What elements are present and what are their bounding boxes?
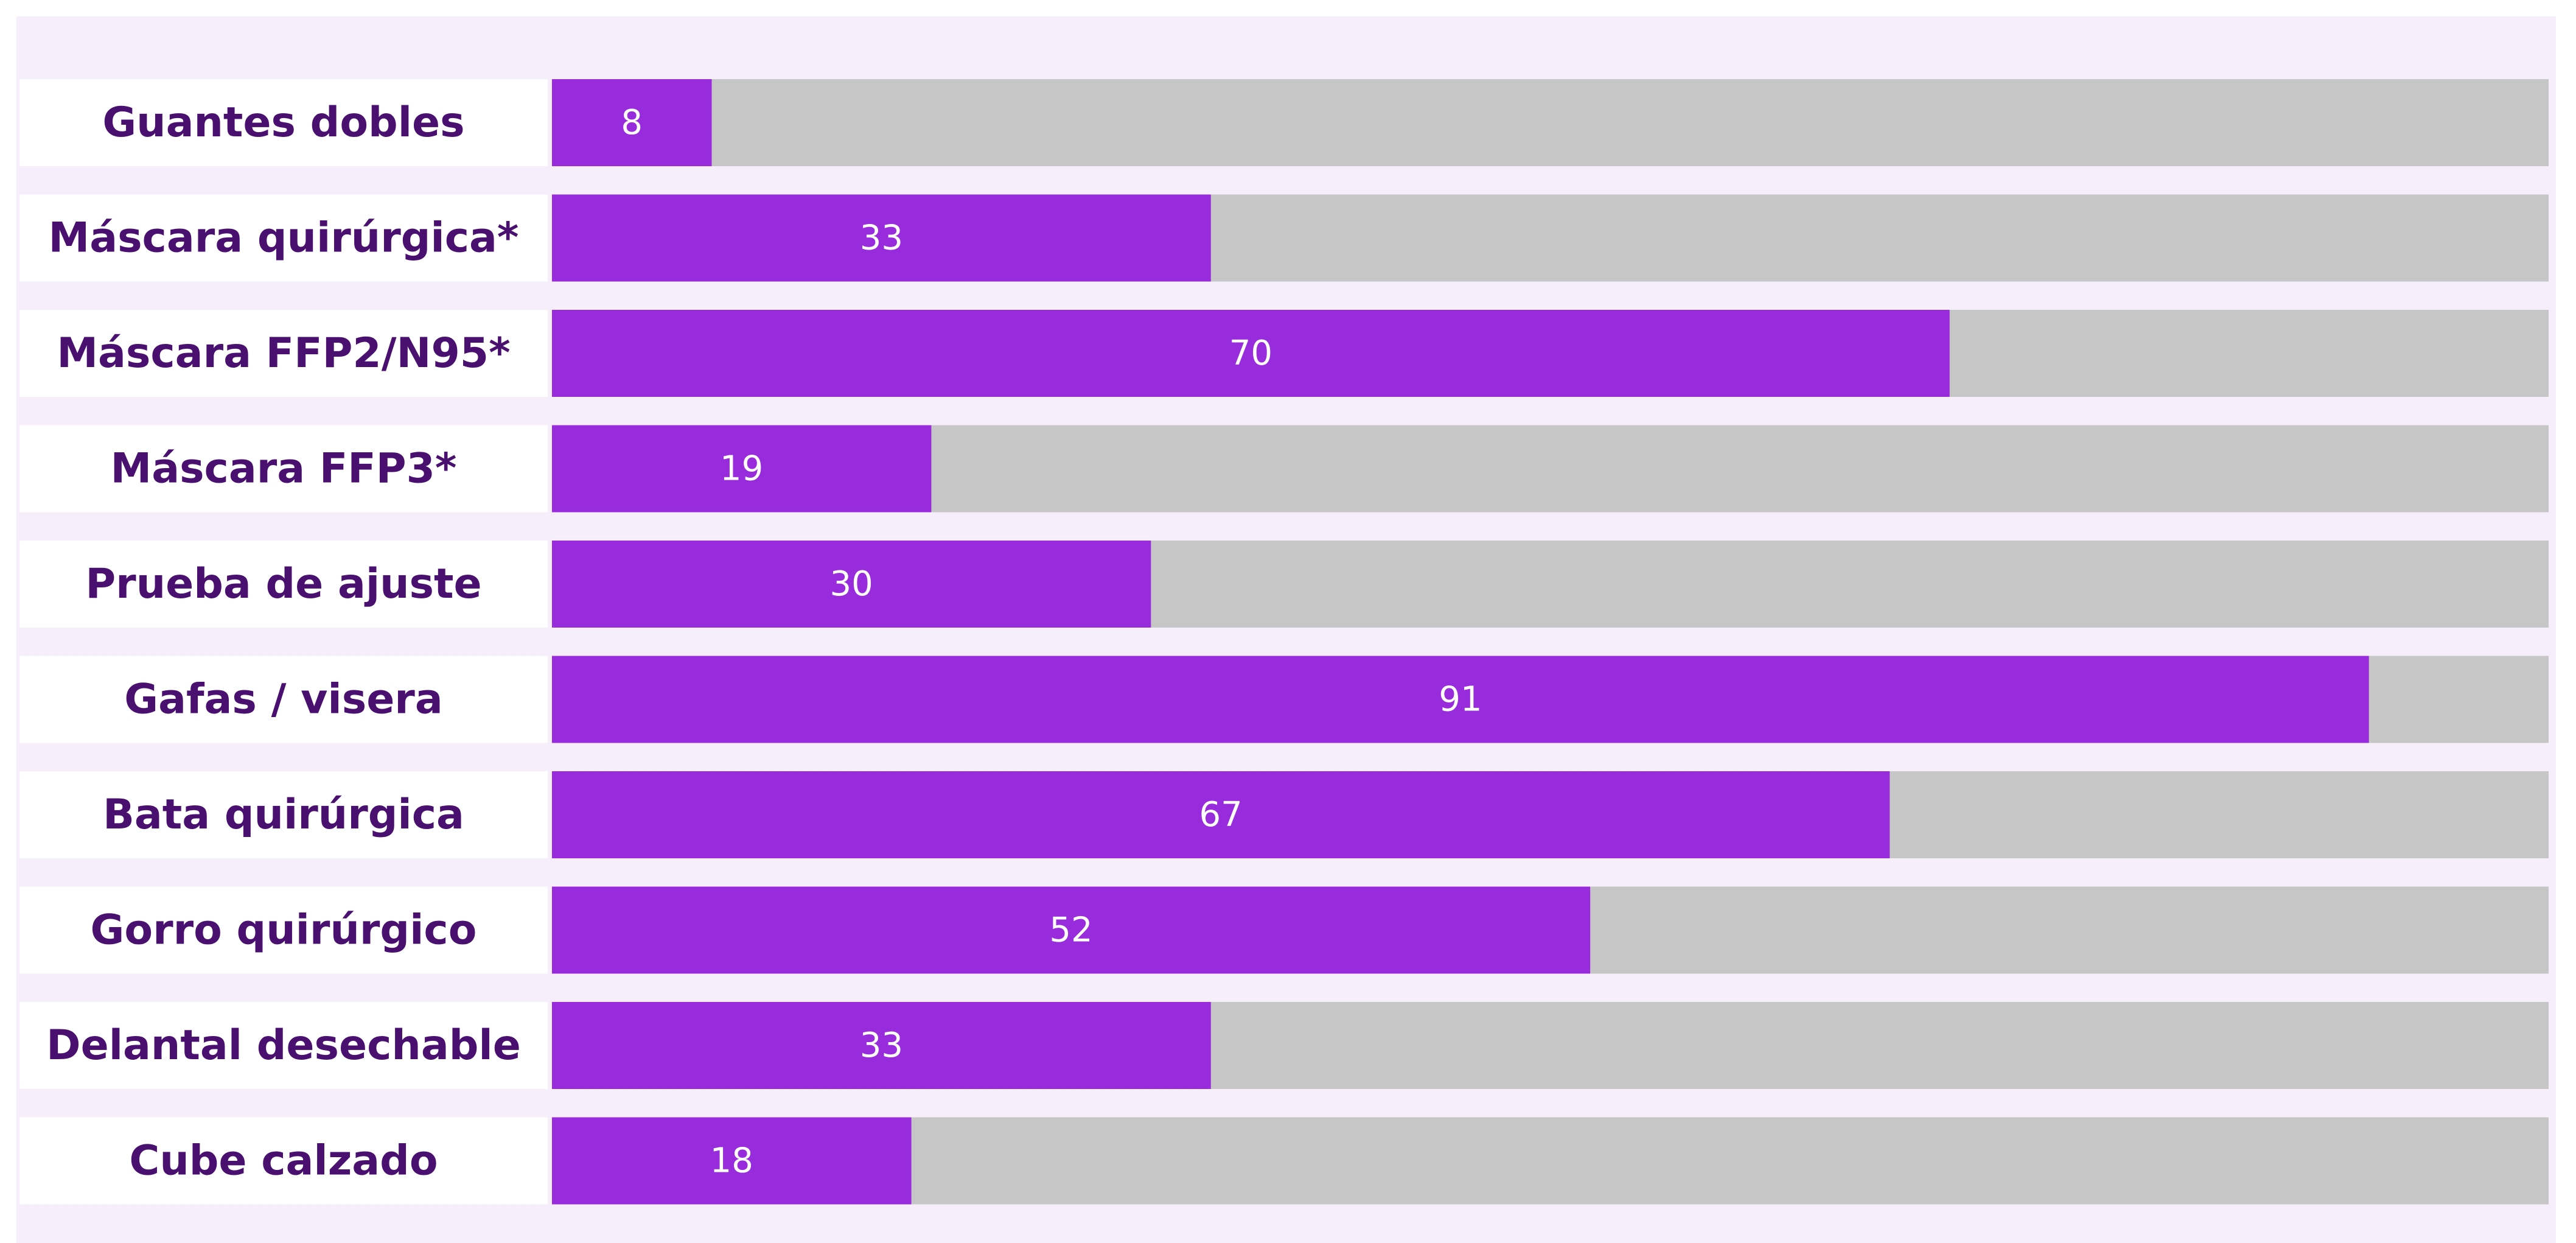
row-label-cell: [19, 1002, 548, 1089]
bar-value-label: 19: [720, 449, 763, 489]
category-label: Bata quirúrgica: [103, 791, 464, 839]
bar: [552, 194, 1211, 282]
category-label: Máscara FFP2/N95*: [57, 329, 510, 377]
bar-track: [552, 79, 2549, 166]
category-label: Gorro quirúrgico: [91, 906, 477, 954]
row-label-cell: [19, 425, 548, 513]
category-label: Máscara quirúrgica*: [49, 214, 519, 262]
row-label-cell: [19, 194, 548, 282]
bar: [552, 1117, 912, 1205]
bar: [552, 541, 1151, 628]
row-label-cell: [19, 1117, 548, 1205]
bar-value-label: 8: [621, 103, 643, 142]
bar: [552, 886, 1591, 974]
bar: [552, 656, 2369, 743]
bar-value-label: 70: [1229, 334, 1272, 373]
row-label-cell: [19, 310, 548, 397]
row-label-cell: [19, 771, 548, 858]
category-label: Delantal desechable: [46, 1021, 521, 1070]
bar-value-label: 52: [1049, 911, 1092, 950]
bar: [552, 1002, 1211, 1089]
bar-value-label: 91: [1439, 680, 1482, 720]
bar-value-label: 33: [860, 1026, 903, 1065]
bar-value-label: 30: [830, 564, 873, 604]
bar-value-label: 18: [710, 1141, 753, 1181]
row-label-cell: [19, 541, 548, 628]
category-label: Gafas / visera: [124, 676, 442, 724]
row-label-cell: [19, 886, 548, 974]
bar: [552, 310, 1950, 397]
category-label: Máscara FFP3*: [111, 445, 457, 493]
row-label-cell: [19, 656, 548, 743]
bar: [552, 79, 712, 166]
category-label: Cube calzado: [129, 1137, 438, 1185]
bar: [552, 425, 932, 513]
bar-value-label: 67: [1199, 795, 1243, 835]
row-label-cell: [19, 79, 548, 166]
category-label: Prueba de ajuste: [85, 560, 481, 608]
category-label: Guantes dobles: [102, 99, 464, 147]
bar: [552, 771, 1890, 858]
bar-value-label: 33: [860, 219, 903, 258]
